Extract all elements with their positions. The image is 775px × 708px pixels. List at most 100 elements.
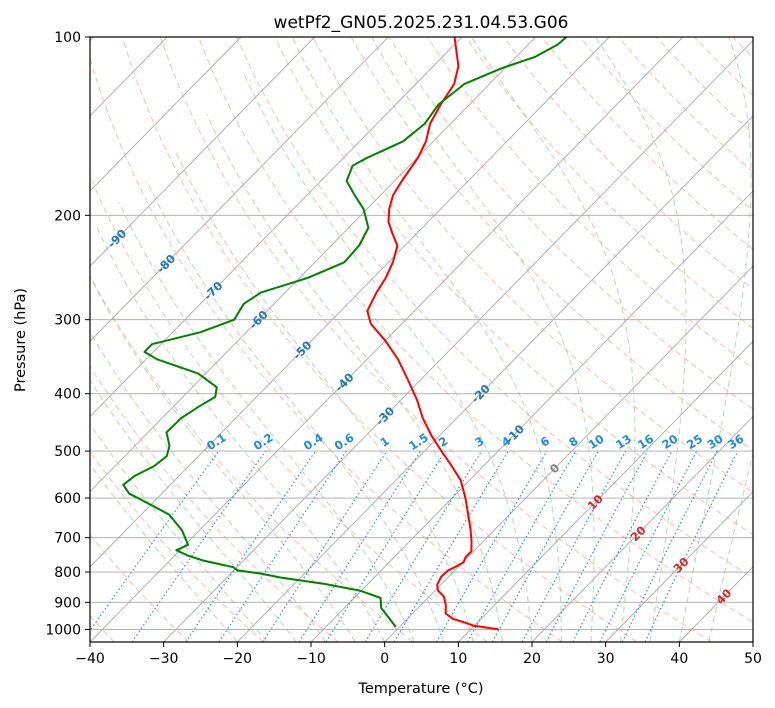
temperature-profile <box>366 37 499 631</box>
x-tick-label: 40 <box>670 651 688 667</box>
dry-adiabat <box>617 37 753 173</box>
mixing-ratio-line <box>185 450 316 642</box>
y-tick-label: 800 <box>54 565 81 581</box>
x-tick-label: −30 <box>149 651 179 667</box>
dewpoint-profile <box>122 37 568 628</box>
mixing-ratio-label: 3 <box>472 434 486 450</box>
dry-adiabat <box>655 37 753 135</box>
moist-adiabat <box>118 201 415 642</box>
mixing-ratio-line <box>467 450 577 642</box>
dry-adiabat <box>465 37 753 329</box>
moist-adiabat <box>146 180 445 642</box>
moist-adiabat <box>595 37 687 642</box>
dry-adiabat <box>90 274 414 642</box>
mixing-ratio-line <box>491 450 599 642</box>
isotherm-line <box>90 37 389 342</box>
moist-adiabat <box>90 276 356 642</box>
mixing-ratio-label: 1 <box>378 434 392 450</box>
moist-adiabat <box>708 451 753 642</box>
y-tick-label: 200 <box>54 208 81 224</box>
dry-adiabat <box>90 174 488 642</box>
mixing-ratio-line <box>298 450 422 642</box>
mixing-ratio-line <box>521 450 627 642</box>
mixing-ratio-label: 30 <box>705 432 726 452</box>
mixing-ratio-label: 16 <box>635 432 656 452</box>
isotherm-line <box>458 340 753 642</box>
dry-adiabat <box>90 57 563 642</box>
chart-title: wetPf2_GN05.2025.231.04.53.G06 <box>274 13 569 33</box>
x-axis-label: Temperature (°C) <box>357 681 483 697</box>
dry-adiabat <box>732 37 753 58</box>
mixing-ratio-line <box>262 450 388 642</box>
mixing-ratio-line <box>644 450 739 642</box>
moist-adiabat <box>90 379 297 642</box>
moist-adiabat <box>371 37 595 642</box>
mixing-ratio-line <box>90 450 220 632</box>
dry-adiabat <box>159 37 712 642</box>
mixing-ratio-line <box>599 450 698 642</box>
mixing-ratio-label: 0.6 <box>332 430 357 453</box>
y-tick-label: 1000 <box>45 622 81 638</box>
mixing-ratio-label: 6 <box>538 434 552 450</box>
moist-adiabat <box>291 37 562 642</box>
dry-adiabat <box>121 37 638 642</box>
mixing-ratio-label: 25 <box>684 432 705 452</box>
moist-adiabat <box>174 149 474 642</box>
dry-adiabat <box>90 451 264 642</box>
mixing-ratio-label: 0.1 <box>204 430 229 453</box>
x-tick-label: 0 <box>380 651 389 667</box>
background-grid <box>90 37 775 642</box>
isotherm-line <box>90 37 315 267</box>
isotherm-line <box>384 265 753 642</box>
y-tick-label: 500 <box>54 444 81 460</box>
y-tick-label: 400 <box>54 387 81 403</box>
background-line-labels: 0.1 0.2 0.4 0.6 1 1.5 2 3 4 6 8 10 13 16 20 25 30 36-100-… <box>105 226 747 607</box>
x-tick-label: 20 <box>523 651 541 667</box>
isotherm-line <box>605 491 753 642</box>
x-tick-label: −10 <box>296 651 326 667</box>
dry-adiabat <box>503 37 753 290</box>
mixing-ratio-line <box>621 450 718 642</box>
isotherm-line <box>90 37 684 642</box>
isotherm-line <box>90 37 610 568</box>
mixing-ratio-line <box>131 450 266 642</box>
y-tick-label: 700 <box>54 531 81 547</box>
y-tick-label: 600 <box>54 491 81 507</box>
y-tick-label: 300 <box>54 313 81 329</box>
moist-adiabat <box>96 227 386 642</box>
isotherm-line <box>163 39 753 642</box>
moist-adiabat <box>206 113 503 642</box>
x-tick-label: 30 <box>597 651 615 667</box>
dry-adiabat <box>426 37 753 370</box>
dry-adiabat <box>694 37 753 97</box>
x-tick-label: −20 <box>223 651 253 667</box>
isotherm-line <box>752 641 753 642</box>
moist-adiabat <box>243 72 533 642</box>
isotherm-line <box>90 37 463 418</box>
isotherm-line <box>90 37 242 192</box>
x-tick-label: 50 <box>744 651 762 667</box>
dry-adiabat <box>312 37 753 493</box>
mixing-ratio-line <box>435 450 548 642</box>
mixing-ratio-line <box>572 450 673 642</box>
isotherm-line <box>679 566 753 642</box>
isotherm-line <box>310 190 753 642</box>
mixing-ratio-line <box>325 450 446 642</box>
mixing-ratio-line <box>218 450 347 642</box>
y-axis: 100 200 300 400 500 600 700 800 900 1000 <box>45 30 90 638</box>
mixing-ratio-line <box>364 450 483 642</box>
moist-adiabat <box>678 37 752 642</box>
x-axis: −40 −30 −20 −10 0 10 20 30 40 50 <box>75 642 762 667</box>
dry-adiabat <box>388 37 753 410</box>
mixing-ratio-label: 0.4 <box>301 430 326 453</box>
dry-adiabat <box>236 37 753 579</box>
y-tick-label: 100 <box>54 30 81 46</box>
mixing-ratio-line <box>393 450 509 642</box>
dry-adiabat <box>274 37 753 536</box>
y-tick-label: 900 <box>54 595 81 611</box>
dry-adiabat <box>771 37 775 642</box>
mixing-ratio-label: 1.5 <box>406 430 431 453</box>
plot-frame <box>89 36 754 643</box>
isotherm-line <box>90 37 536 493</box>
